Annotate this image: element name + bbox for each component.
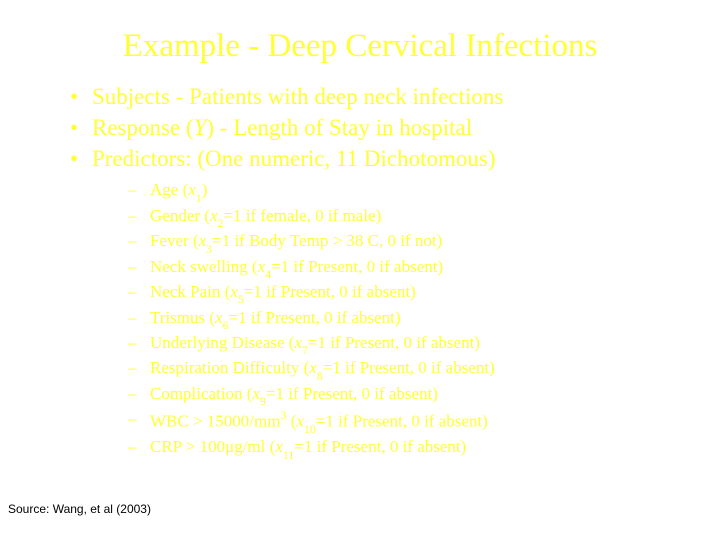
bullet-text: Predictors: (One numeric, 11 Dichotomous… [92,146,495,171]
slide-content: Example - Deep Cervical Infections Subje… [0,0,720,461]
source-citation: Source: Wang, et al (2003) [8,502,151,516]
bullet-text: Subjects - Patients with deep neck infec… [92,84,503,109]
bullet-text-post: ) - Length of Stay in hospital [206,115,472,140]
sub-item-wbc: WBC > 15000/mm3 (x10=1 if Present, 0 if … [128,408,670,435]
sub-item-neck-pain: Neck Pain (x5=1 if Present, 0 if absent) [128,281,670,305]
bullet-text-pre: Response ( [92,115,194,140]
variable-y: Y [194,115,207,140]
bullet-response: Response (Y) - Length of Stay in hospita… [70,114,670,143]
sub-item-crp: CRP > 100μg/ml (x11=1 if Present, 0 if a… [128,436,670,460]
slide-title: Example - Deep Cervical Infections [50,28,670,65]
sub-item-complication: Complication (x9=1 if Present, 0 if abse… [128,383,670,407]
sub-item-age: Age (x1) [128,179,670,203]
sub-bullet-list: Age (x1) Gender (x2=1 if female, 0 if ma… [128,179,670,461]
sub-item-respiration: Respiration Difficulty (x8=1 if Present,… [128,357,670,381]
sub-item-trismus: Trismus (x6=1 if Present, 0 if absent) [128,307,670,331]
bullet-predictors: Predictors: (One numeric, 11 Dichotomous… [70,145,670,461]
sub-item-neck-swelling: Neck swelling (x4=1 if Present, 0 if abs… [128,256,670,280]
bullet-subjects: Subjects - Patients with deep neck infec… [70,83,670,112]
main-bullet-list: Subjects - Patients with deep neck infec… [70,83,670,461]
sub-item-fever: Fever (x3=1 if Body Temp > 38 C, 0 if no… [128,230,670,254]
sub-item-underlying-disease: Underlying Disease (x7=1 if Present, 0 i… [128,332,670,356]
sub-item-gender: Gender (x2=1 if female, 0 if male) [128,205,670,229]
